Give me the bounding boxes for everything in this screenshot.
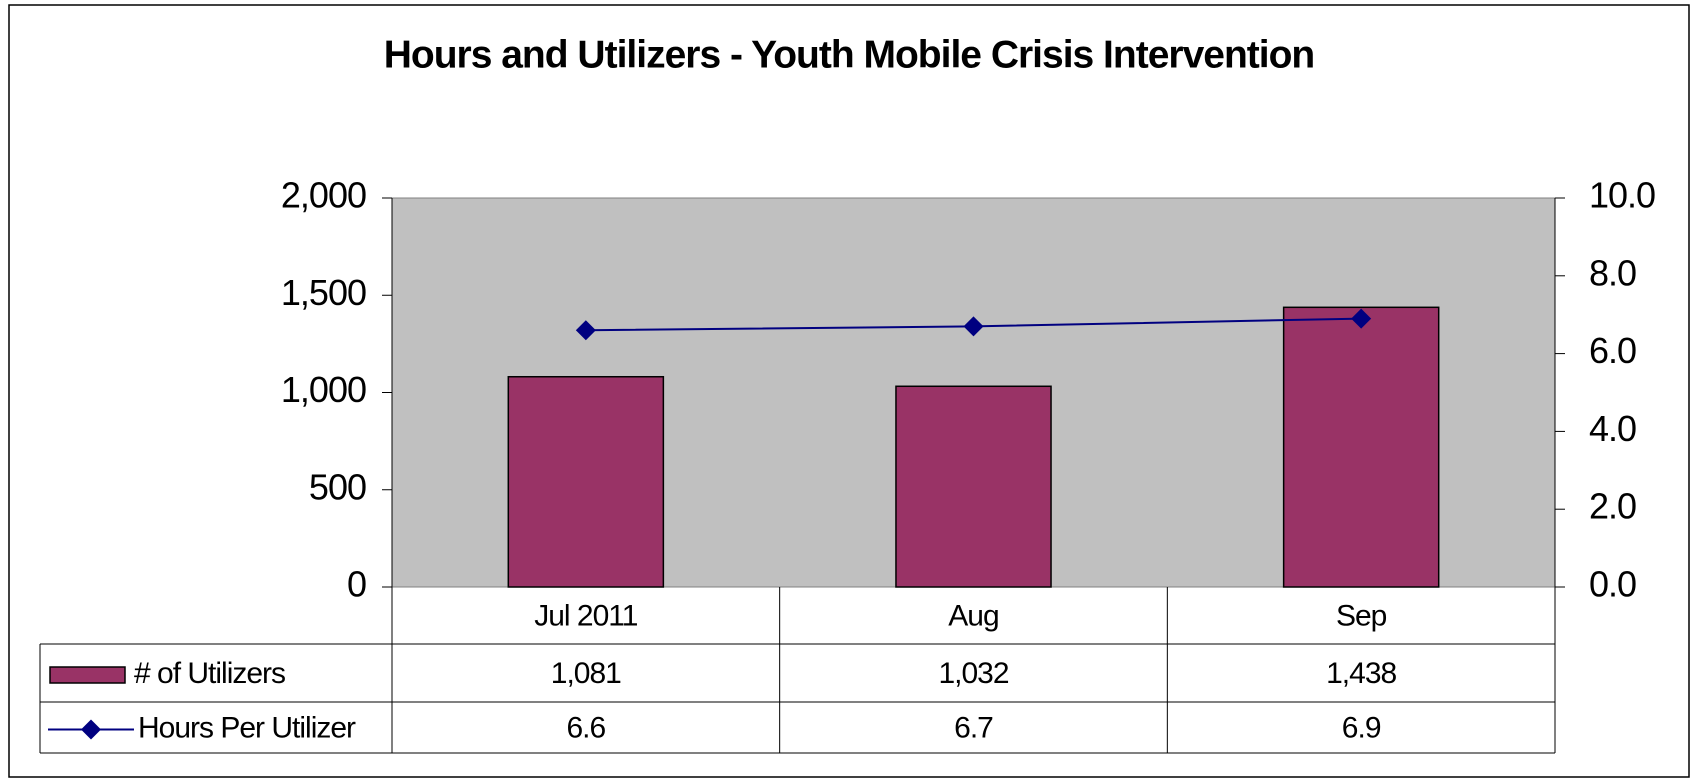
- y-tick-label: 1,000: [281, 369, 366, 410]
- y-tick-label: 0: [347, 564, 366, 605]
- x-tick-label: Sep: [1336, 599, 1387, 632]
- legend-marker: [81, 719, 101, 740]
- data-label: 6.6: [566, 711, 605, 744]
- data-label: 1,081: [551, 657, 621, 690]
- line-marker: [963, 316, 984, 337]
- x-tick-label: Jul 2011: [534, 599, 638, 632]
- y2-tick-label: 4.0: [1589, 408, 1636, 449]
- y2-tick-label: 8.0: [1589, 252, 1636, 293]
- line-marker: [1351, 308, 1372, 329]
- y2-tick-label: 10.0: [1589, 175, 1655, 216]
- data-label: 6.7: [954, 711, 993, 744]
- bar: [1282, 306, 1440, 588]
- chart-title: Hours and Utilizers - Youth Mobile Crisi…: [384, 33, 1315, 76]
- x-tick-label: Aug: [948, 599, 998, 632]
- legend-label: Hours Per Utilizer: [138, 711, 356, 744]
- y-tick-label: 500: [309, 466, 366, 507]
- bar: [895, 385, 1052, 588]
- y2-tick-label: 0.0: [1589, 564, 1636, 605]
- y2-tick-label: 6.0: [1589, 330, 1636, 371]
- legend-label: # of Utilizers: [134, 657, 285, 690]
- legend-swatch: [49, 666, 126, 684]
- y2-tick-label: 2.0: [1589, 486, 1636, 527]
- line-marker: [575, 320, 596, 341]
- y-tick-label: 1,500: [281, 272, 366, 313]
- data-label: 1,438: [1326, 657, 1396, 690]
- data-label: 1,032: [938, 657, 1008, 690]
- y-tick-label: 2,000: [281, 175, 366, 216]
- data-label: 6.9: [1342, 711, 1381, 744]
- bar: [507, 375, 665, 588]
